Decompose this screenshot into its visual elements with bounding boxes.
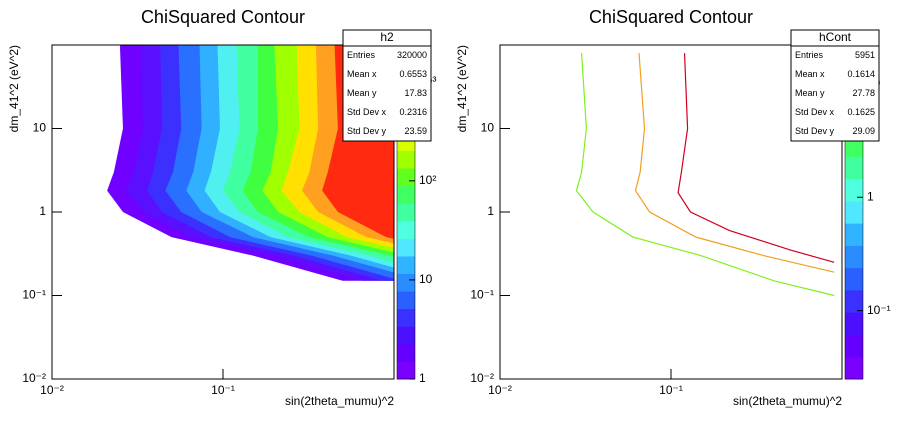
palette-band	[845, 267, 863, 291]
chart-title: ChiSquared Contour	[141, 7, 305, 27]
stats-label: Std Dev x	[347, 107, 387, 117]
chart-title: ChiSquared Contour	[589, 7, 753, 27]
stats-value: 17.83	[404, 88, 427, 98]
palette-band	[845, 312, 863, 335]
palette-band	[397, 361, 415, 380]
stats-value: 23.59	[404, 126, 427, 136]
stats-label: Mean y	[795, 88, 825, 98]
stats-label: Std Dev y	[347, 126, 387, 136]
y-axis-label: dm_41^2 (eV^2)	[7, 45, 21, 132]
contour-line	[634, 53, 835, 273]
z-tick-label: 1	[867, 189, 874, 203]
stats-value: 27.78	[852, 88, 875, 98]
stats-value: 0.1614	[847, 69, 875, 79]
palette-band	[397, 168, 415, 187]
palette-band	[845, 334, 863, 358]
y-axis-label: dm_41^2 (eV^2)	[455, 45, 469, 132]
stats-title: hCont	[819, 30, 852, 44]
y-tick-label: 10⁻¹	[22, 288, 46, 302]
palette-band	[397, 185, 415, 204]
stats-label: Std Dev x	[795, 107, 835, 117]
contour-line	[677, 53, 835, 263]
stats-box: h2 Entries 320000 Mean x 0.6553 Mean y 17.83 St…	[342, 29, 432, 142]
data-area	[575, 53, 835, 297]
stats-value: 320000	[397, 50, 427, 60]
y-tick-label: 10	[481, 121, 495, 135]
y-tick-label: 10⁻²	[470, 371, 494, 385]
z-tick-label: 1	[419, 371, 426, 385]
contour-line	[575, 53, 835, 297]
palette-band	[845, 289, 863, 313]
y-tick-label: 1	[39, 204, 46, 218]
x-tick-label: 10⁻²	[40, 383, 64, 397]
stats-label: Entries	[795, 50, 824, 60]
x-axis-label: sin(2theta_mumu)^2	[733, 394, 842, 408]
stats-value: 0.1625	[847, 107, 875, 117]
stats-value: 0.2316	[399, 107, 427, 117]
palette-band	[397, 255, 415, 275]
x-tick-label: 10⁻¹	[659, 383, 683, 397]
stats-label: Mean x	[347, 69, 377, 79]
stats-label: Entries	[347, 50, 376, 60]
z-tick-label: 10²	[419, 173, 436, 187]
z-tick-label: 10	[419, 272, 433, 286]
x-axis-label: sin(2theta_mumu)^2	[285, 394, 394, 408]
palette-band	[845, 356, 863, 380]
palette-band	[397, 238, 415, 257]
palette-band	[397, 291, 415, 310]
palette-band	[845, 245, 863, 269]
stats-label: Mean x	[795, 69, 825, 79]
stats-value: 5951	[855, 50, 875, 60]
stats-bg	[790, 29, 880, 142]
palette-band	[397, 308, 415, 327]
palette-band	[397, 326, 415, 345]
stats-value: 29.09	[852, 126, 875, 136]
palette-band	[397, 203, 415, 222]
y-tick-label: 10⁻²	[22, 371, 46, 385]
palette-band	[845, 178, 863, 202]
y-tick-label: 10	[33, 121, 47, 135]
z-tick-label: 10⁻¹	[867, 303, 891, 317]
palette-band	[845, 223, 863, 246]
stats-label: Mean y	[347, 88, 377, 98]
stats-bg	[342, 29, 432, 142]
x-tick-label: 10⁻¹	[211, 383, 235, 397]
palette-band	[397, 343, 415, 362]
palette-band	[845, 156, 863, 180]
stats-value: 0.6553	[399, 69, 427, 79]
stats-title: h2	[380, 30, 394, 44]
stats-box: hCont Entries 5951 Mean x 0.1614 Mean y 27.78 S…	[790, 29, 880, 142]
y-tick-label: 10⁻¹	[470, 288, 494, 302]
stats-label: Std Dev y	[795, 126, 835, 136]
palette-band	[845, 200, 863, 224]
palette-band	[397, 273, 415, 292]
palette-band	[397, 220, 415, 239]
palette-band	[397, 150, 415, 169]
y-tick-label: 1	[487, 204, 494, 218]
x-tick-label: 10⁻²	[488, 383, 512, 397]
data-area	[107, 45, 394, 281]
